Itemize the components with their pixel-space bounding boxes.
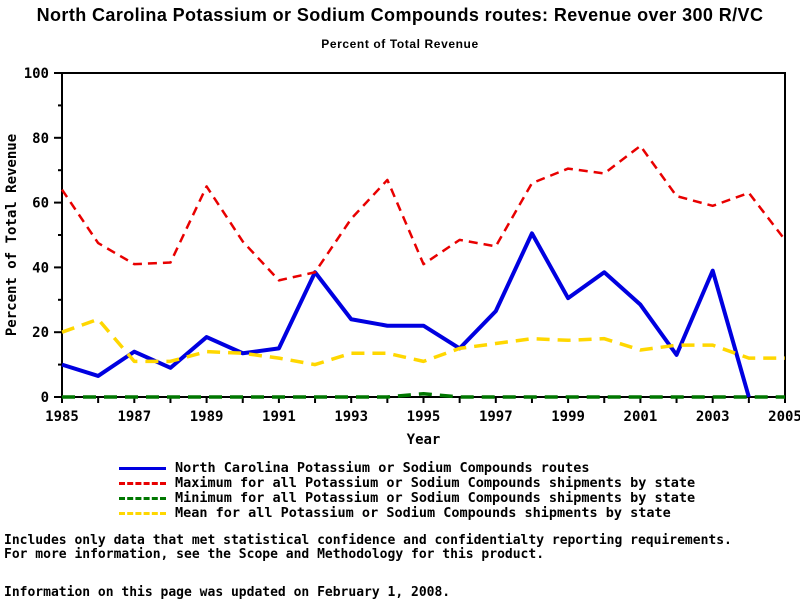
y-tick-label: 40 xyxy=(32,260,49,276)
footnote-confidentiality: Includes only data that met statistical … xyxy=(4,533,732,548)
chart-plot-area: 0 20 40 60 80 100 1985 1987 1989 1991 1993 1995 1997… xyxy=(4,66,800,448)
x-tick-label: 1993 xyxy=(334,409,368,425)
x-tick-label: 2003 xyxy=(696,409,730,425)
legend-line-sample-blue xyxy=(119,467,166,470)
legend-item-minimum: Minimum for all Potassium or Sodium Comp… xyxy=(119,491,695,506)
y-tick-label: 60 xyxy=(32,196,49,212)
legend-item-mean: Mean for all Potassium or Sodium Compoun… xyxy=(119,506,695,521)
y-axis-title: Percent of Total Revenue xyxy=(4,134,20,336)
legend-label: Mean for all Potassium or Sodium Compoun… xyxy=(175,505,671,521)
legend-label: Maximum for all Potassium or Sodium Comp… xyxy=(175,475,696,491)
legend-label: Minimum for all Potassium or Sodium Comp… xyxy=(175,490,696,506)
x-tick-label: 1989 xyxy=(190,409,224,425)
chart-subtitle: Percent of Total Revenue xyxy=(321,37,479,51)
legend-label: North Carolina Potassium or Sodium Compo… xyxy=(175,460,590,476)
x-tick-label: 1995 xyxy=(407,409,441,425)
footnote-updated-date: Information on this page was updated on … xyxy=(4,585,451,600)
chart-legend: North Carolina Potassium or Sodium Compo… xyxy=(119,461,695,521)
x-axis-title: Year xyxy=(407,432,441,448)
y-tick-label: 80 xyxy=(32,131,49,147)
series-line-0 xyxy=(61,231,751,398)
x-tick-label: 1997 xyxy=(479,409,513,425)
series-line-1 xyxy=(60,144,786,282)
legend-item-maximum: Maximum for all Potassium or Sodium Comp… xyxy=(119,476,695,491)
y-tick-label: 100 xyxy=(24,66,49,82)
x-tick-label: 2001 xyxy=(624,409,658,425)
x-tick-label: 1999 xyxy=(551,409,585,425)
legend-line-sample-green xyxy=(119,497,166,500)
x-tick-label: 1987 xyxy=(117,409,151,425)
series-line-3 xyxy=(61,317,785,367)
x-tick-label: 1985 xyxy=(45,409,79,425)
legend-item-nc-routes: North Carolina Potassium or Sodium Compo… xyxy=(119,461,695,476)
y-tick-label: 0 xyxy=(41,390,49,406)
footnote-scope-methodology: For more information, see the Scope and … xyxy=(4,547,545,562)
legend-line-sample-red xyxy=(119,482,166,485)
x-tick-label: 2005 xyxy=(768,409,800,425)
plot-frame xyxy=(61,72,786,398)
y-tick-label: 20 xyxy=(32,325,49,341)
x-tick-label: 1991 xyxy=(262,409,296,425)
legend-line-sample-yellow xyxy=(119,512,166,515)
chart-title: North Carolina Potassium or Sodium Compo… xyxy=(36,5,764,25)
series-line-2 xyxy=(62,392,785,399)
